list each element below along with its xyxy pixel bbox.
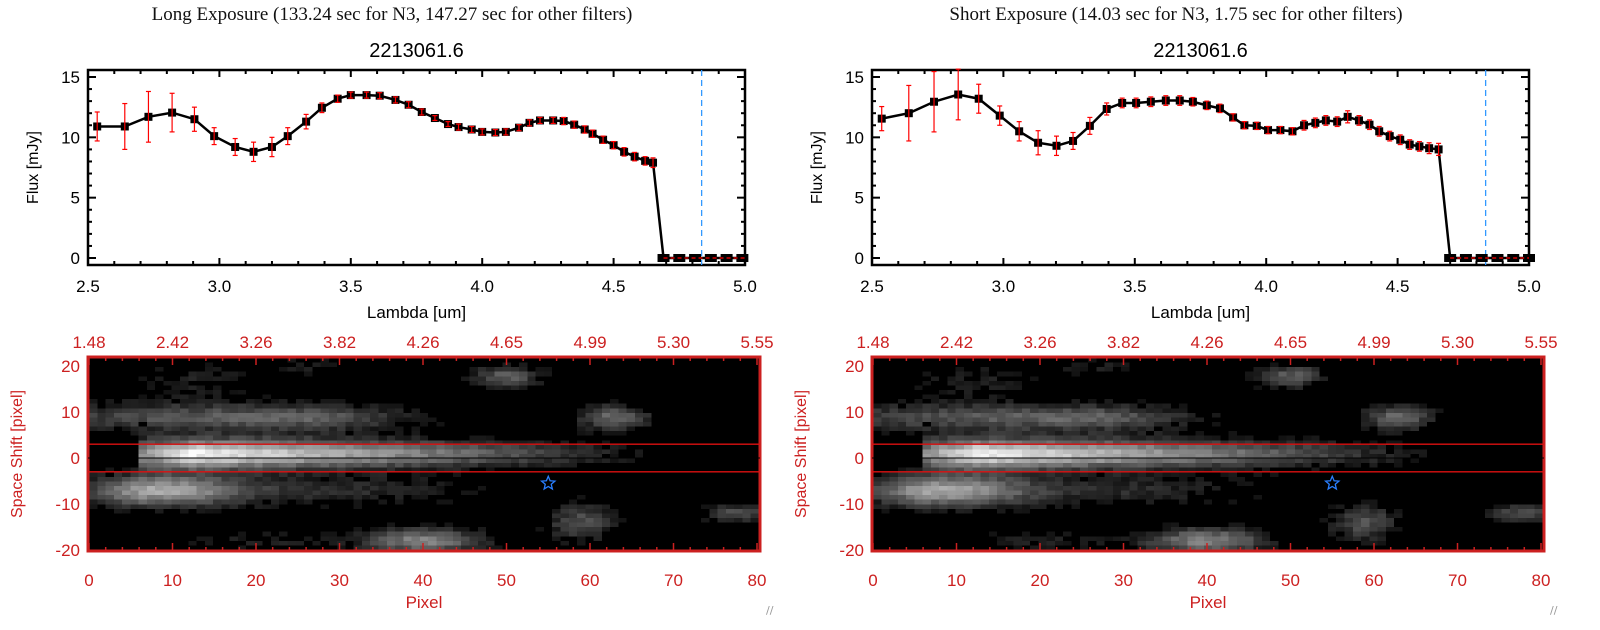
- image-top-tick-label: 4.26: [406, 333, 439, 352]
- x-tick-label: 4.0: [1254, 277, 1278, 296]
- zero-point: [1491, 254, 1504, 262]
- image-top-tick-label: 2.42: [156, 333, 189, 352]
- image-x-axis-label: Pixel: [406, 593, 443, 612]
- y-tick-label: 5: [855, 189, 864, 208]
- image-x-tick-label: 30: [330, 571, 349, 590]
- image-y-tick-label: 20: [845, 357, 864, 376]
- x-tick-label: 2.5: [76, 277, 100, 296]
- image-x-tick-label: 30: [1114, 571, 1133, 590]
- image-top-tick-label: 4.99: [1357, 333, 1390, 352]
- x-tick-label: 4.5: [1386, 277, 1410, 296]
- image-top-tick-label: 3.82: [1107, 333, 1140, 352]
- image-top-tick-label: 3.26: [1023, 333, 1056, 352]
- image-x-tick-label: 50: [497, 571, 516, 590]
- y-tick-label: 10: [61, 128, 80, 147]
- image-top-tick-label: 4.65: [490, 333, 523, 352]
- spectrum-chart: 2.5 3.0 3.5 4.0 4.5 5.0 0 5 10 15 Lambda [um] Flux …: [793, 68, 1558, 612]
- panel-title: Short Exposure (14.03 sec for N3, 1.75 s…: [949, 4, 1403, 25]
- x-axis-label: Lambda [um]: [1151, 303, 1250, 322]
- panel-short-exposure: Short Exposure (14.03 sec for N3, 1.75 s…: [784, 0, 1568, 630]
- image-x-tick-label: 40: [1198, 571, 1217, 590]
- resize-handle-icon[interactable]: //: [766, 604, 774, 617]
- x-tick-label: 4.5: [602, 277, 626, 296]
- image-x-tick-label: 10: [947, 571, 966, 590]
- y-tick-label: 10: [845, 128, 864, 147]
- spectral-image: [873, 358, 1543, 550]
- plot-title: 2213061.6: [1153, 40, 1248, 62]
- image-x-tick-label: 40: [414, 571, 433, 590]
- image-y-tick-label: 10: [61, 403, 80, 422]
- image-y-tick-label: 0: [71, 449, 80, 468]
- spectrum-chart: 2.5 3.0 3.5 4.0 4.5 5.0 0 5 10 15 Lambda [um] Flux …: [9, 68, 774, 612]
- x-tick-label: 4.0: [470, 277, 494, 296]
- image-x-tick-label: 60: [1365, 571, 1384, 590]
- image-x-tick-label: 10: [163, 571, 182, 590]
- panel-title: Long Exposure (133.24 sec for N3, 147.27…: [151, 4, 633, 25]
- x-tick-label: 3.0: [208, 277, 232, 296]
- image-y-tick-label: 10: [845, 403, 864, 422]
- image-y-axis-label: Space Shift [pixel]: [793, 390, 810, 518]
- image-x-axis-label: Pixel: [1190, 593, 1227, 612]
- image-y-tick-label: -20: [55, 541, 80, 560]
- image-top-tick-label: 1.48: [856, 333, 889, 352]
- zero-point: [1444, 254, 1457, 262]
- y-axis-label: Flux [mJy]: [809, 131, 826, 204]
- spectral-image: [89, 358, 759, 550]
- x-tick-label: 2.5: [860, 277, 884, 296]
- image-y-tick-label: 20: [61, 357, 80, 376]
- y-axis-label: Flux [mJy]: [25, 131, 42, 204]
- image-x-tick-label: 80: [748, 571, 767, 590]
- image-x-tick-label: 80: [1532, 571, 1551, 590]
- image-top-tick-label: 5.55: [740, 333, 773, 352]
- plot-frame: [870, 68, 1531, 267]
- image-top-tick-label: 5.30: [1441, 333, 1474, 352]
- image-x-tick-label: 20: [247, 571, 266, 590]
- image-y-tick-label: -20: [839, 541, 864, 560]
- image-x-tick-label: 0: [84, 571, 93, 590]
- image-top-tick-label: 5.30: [657, 333, 690, 352]
- x-tick-label: 3.5: [339, 277, 363, 296]
- image-top-tick-label: 2.42: [940, 333, 973, 352]
- image-y-axis-label: Space Shift [pixel]: [9, 390, 26, 518]
- x-tick-label: 5.0: [733, 277, 757, 296]
- spectrum-line: [881, 93, 1529, 260]
- image-top-tick-label: 4.65: [1274, 333, 1307, 352]
- image-x-tick-label: 70: [664, 571, 683, 590]
- image-top-tick-label: 4.26: [1190, 333, 1223, 352]
- image-top-tick-label: 1.48: [72, 333, 105, 352]
- plot-title: 2213061.6: [369, 40, 464, 62]
- x-tick-label: 5.0: [1517, 277, 1541, 296]
- image-y-tick-label: -10: [55, 495, 80, 514]
- y-tick-label: 15: [845, 68, 864, 87]
- image-y-tick-label: -10: [839, 495, 864, 514]
- panel-long-exposure: Long Exposure (133.24 sec for N3, 147.27…: [0, 0, 784, 630]
- resize-handle-icon[interactable]: //: [1550, 604, 1558, 617]
- spectrum-line: [97, 93, 743, 260]
- zero-point: [704, 254, 717, 262]
- image-x-tick-label: 50: [1281, 571, 1300, 590]
- image-top-tick-label: 3.82: [323, 333, 356, 352]
- y-tick-label: 15: [61, 68, 80, 87]
- image-x-tick-label: 0: [868, 571, 877, 590]
- y-tick-label: 0: [855, 249, 864, 268]
- source-star-icon: [1323, 474, 1341, 491]
- image-x-tick-label: 20: [1031, 571, 1050, 590]
- x-tick-label: 3.5: [1123, 277, 1147, 296]
- image-x-tick-label: 70: [1448, 571, 1467, 590]
- image-y-tick-label: 0: [855, 449, 864, 468]
- source-star-icon: [539, 474, 557, 491]
- image-frame: [870, 355, 1546, 553]
- x-tick-label: 3.0: [992, 277, 1016, 296]
- y-tick-label: 5: [71, 189, 80, 208]
- image-top-tick-label: 5.55: [1524, 333, 1557, 352]
- image-x-tick-label: 60: [581, 571, 600, 590]
- image-top-tick-label: 3.26: [239, 333, 272, 352]
- image-top-tick-label: 4.99: [573, 333, 606, 352]
- image-frame: [86, 355, 762, 553]
- plot-frame: [86, 68, 747, 267]
- y-tick-label: 0: [71, 249, 80, 268]
- x-axis-label: Lambda [um]: [367, 303, 466, 322]
